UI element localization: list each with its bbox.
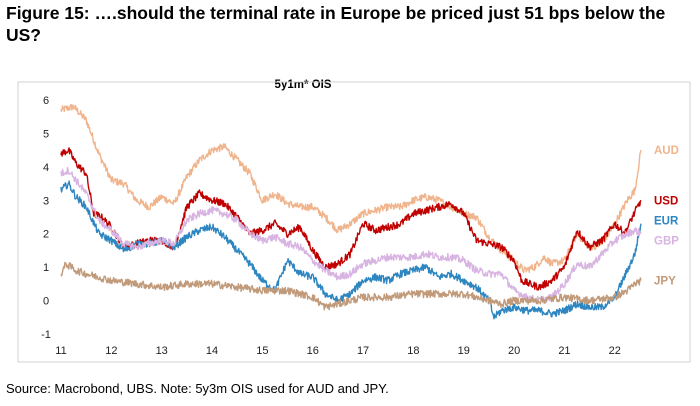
series-label-eur: EUR xyxy=(654,215,679,227)
series-line-gbp xyxy=(60,166,642,304)
series-label-aud: AUD xyxy=(654,145,679,157)
y-tick-label: 5 xyxy=(43,128,49,140)
y-tick-label: 6 xyxy=(43,95,49,107)
y-tick-label: 3 xyxy=(43,195,49,207)
series-label-usd: USD xyxy=(654,195,678,207)
x-tick-label: 19 xyxy=(458,345,470,357)
series-line-usd xyxy=(60,147,642,291)
series-label-jpy: JPY xyxy=(654,276,676,288)
chart-title: 5y1m* OIS xyxy=(275,79,332,91)
series-line-aud xyxy=(60,104,642,274)
x-tick-label: 18 xyxy=(407,345,419,357)
series-lines xyxy=(60,104,642,320)
series-line-jpy xyxy=(60,261,642,311)
chart: 5y1m* OIS -1 0 1 2 3 4 5 6 11 12 13 14 15 16 17 18 19 20 2… xyxy=(0,52,700,367)
x-tick-label: 12 xyxy=(105,345,117,357)
x-tick-label: 17 xyxy=(357,345,369,357)
y-tick-label: 2 xyxy=(43,229,49,241)
figure-title: Figure 15: ….should the terminal rate in… xyxy=(6,3,666,45)
series-label-gbp: GBP xyxy=(654,235,679,247)
x-tick-label: 15 xyxy=(256,345,268,357)
x-tick-label: 22 xyxy=(609,345,621,357)
x-tick-label: 11 xyxy=(55,345,66,357)
x-tick-label: 14 xyxy=(206,345,218,357)
series-labels: AUD USD EUR GBP JPY xyxy=(654,145,679,287)
y-tick-label: -1 xyxy=(41,329,51,341)
y-tick-label: 0 xyxy=(43,296,49,308)
chart-frame xyxy=(17,81,691,363)
x-tick-label: 21 xyxy=(558,345,570,357)
x-tick-label: 20 xyxy=(508,345,520,357)
x-tick-label: 13 xyxy=(156,345,168,357)
y-tick-label: 1 xyxy=(43,262,49,274)
x-tick-label: 16 xyxy=(307,345,319,357)
y-tick-label: 4 xyxy=(43,162,49,174)
source-note: Source: Macrobond, UBS. Note: 5y3m OIS u… xyxy=(6,381,389,396)
